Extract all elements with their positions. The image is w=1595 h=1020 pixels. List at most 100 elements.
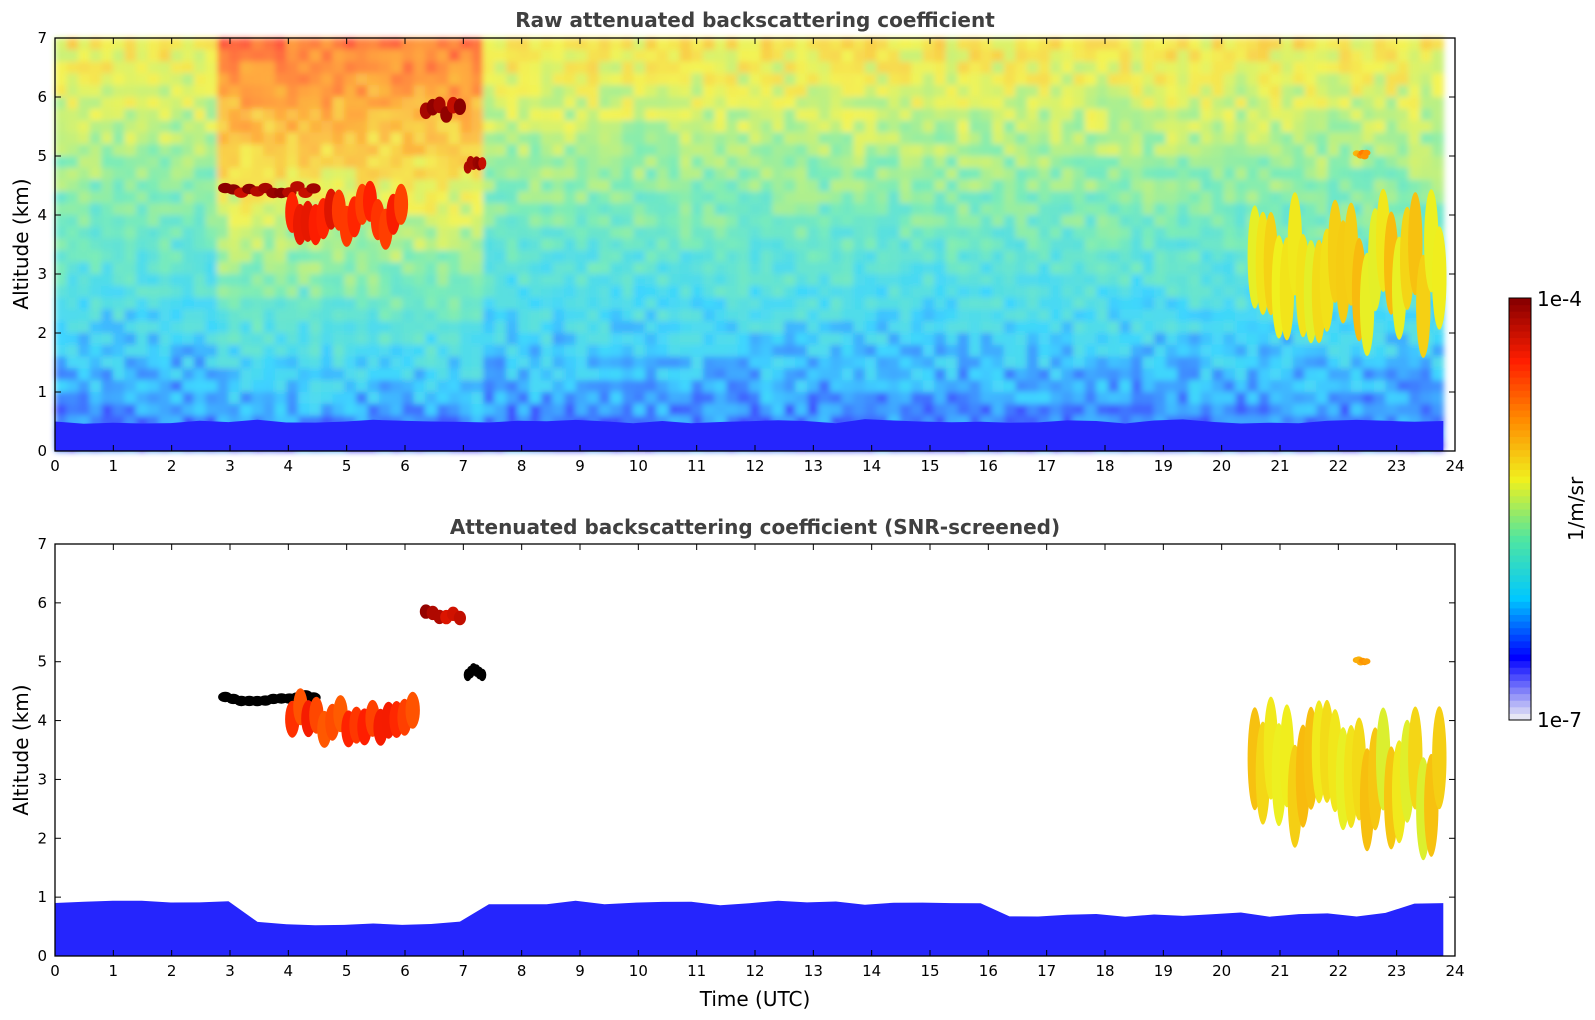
signal-cell (1235, 73, 1248, 86)
x-tick-label: 9 (575, 962, 585, 980)
signal-cell (980, 120, 993, 133)
signal-cell (760, 344, 773, 358)
signal-cell (1119, 297, 1132, 310)
signal-cell (136, 61, 149, 74)
x-tick-label: 0 (50, 962, 60, 980)
signal-cell (1026, 392, 1039, 405)
signal-cell (101, 85, 114, 98)
signal-cell (795, 380, 808, 393)
signal-cell (1142, 285, 1155, 299)
signal-cell (1026, 132, 1039, 145)
signal-cell (89, 297, 102, 310)
signal-cell (136, 144, 149, 157)
signal-cell (645, 156, 658, 169)
signal-cell (807, 191, 820, 204)
signal-cell (772, 285, 785, 299)
signal-cell (1084, 226, 1097, 240)
signal-cell (853, 262, 866, 275)
signal-cell (378, 179, 392, 192)
signal-cell (980, 61, 993, 74)
signal-cell (818, 132, 831, 145)
signal-cell (980, 179, 993, 192)
signal-cell (702, 144, 716, 157)
x-tick-label: 12 (745, 962, 764, 980)
signal-cell (1188, 403, 1201, 417)
signal-cell (702, 392, 716, 405)
signal-cell (136, 262, 149, 275)
signal-cell (668, 97, 681, 110)
signal-cell (702, 238, 716, 251)
signal-cell (1015, 49, 1028, 63)
signal-cell (726, 191, 739, 204)
signal-cell (298, 144, 311, 157)
signal-cell (1431, 179, 1444, 192)
signal-cell (332, 274, 345, 287)
signal-cell (344, 250, 357, 263)
x-tick-label: 10 (629, 457, 648, 475)
signal-cell (436, 309, 449, 322)
signal-cell (587, 226, 600, 240)
signal-cell (760, 97, 773, 110)
signal-cell (66, 344, 79, 358)
signal-cell (1038, 203, 1051, 216)
signal-cell (529, 285, 542, 299)
signal-cell (240, 274, 253, 287)
signal-cell (494, 73, 507, 86)
y-tick-label: 7 (37, 535, 47, 553)
signal-cell (1258, 191, 1271, 204)
signal-cell (1304, 73, 1317, 86)
signal-cell (124, 120, 137, 133)
signal-cell (633, 61, 646, 74)
signal-cell (390, 144, 403, 157)
signal-cell (726, 285, 739, 299)
signal-cell (101, 73, 114, 86)
signal-cell (1073, 321, 1086, 334)
signal-cell (436, 392, 449, 405)
signal-cell (529, 108, 542, 122)
signal-cell (587, 274, 600, 287)
signal-cell (1142, 132, 1155, 145)
signal-cell (89, 49, 102, 63)
signal-cell (1200, 97, 1213, 110)
signal-cell (945, 120, 958, 133)
signal-cell (1015, 226, 1028, 240)
signal-cell (1154, 61, 1167, 74)
signal-cell (587, 191, 600, 204)
signal-cell (55, 392, 68, 405)
signal-cell (517, 250, 530, 263)
signal-cell (124, 250, 137, 263)
signal-cell (772, 321, 785, 334)
signal-cell (483, 274, 496, 287)
signal-cell (1154, 167, 1167, 181)
signal-cell (922, 144, 935, 157)
signal-cell (1165, 73, 1178, 86)
signal-cell (298, 356, 311, 369)
signal-cell (448, 274, 461, 287)
signal-cell (899, 179, 912, 192)
signal-cell (1223, 297, 1236, 310)
signal-cell (1015, 333, 1028, 346)
signal-cell (1246, 61, 1259, 74)
signal-cell (193, 156, 206, 169)
signal-cell (610, 297, 623, 310)
signal-cell (1211, 179, 1225, 192)
signal-cell (1154, 120, 1167, 133)
signal-cell (540, 274, 554, 287)
signal-cell (263, 392, 276, 405)
signal-cell (402, 344, 415, 358)
signal-cell (830, 238, 843, 251)
signal-cell (714, 215, 727, 228)
signal-cell (645, 392, 658, 405)
signal-cell (668, 226, 681, 240)
signal-cell (274, 120, 287, 133)
signal-cell (945, 356, 958, 369)
snr-screened-panel: Attenuated backscattering coefficient (S… (9, 515, 1465, 1011)
signal-cell (402, 321, 415, 334)
signal-cell (112, 120, 125, 133)
signal-cell (1223, 250, 1236, 263)
signal-cell (818, 73, 831, 86)
signal-cell (448, 297, 461, 310)
signal-cell (1154, 108, 1167, 122)
signal-cell (598, 392, 611, 405)
signal-cell (1281, 380, 1294, 393)
